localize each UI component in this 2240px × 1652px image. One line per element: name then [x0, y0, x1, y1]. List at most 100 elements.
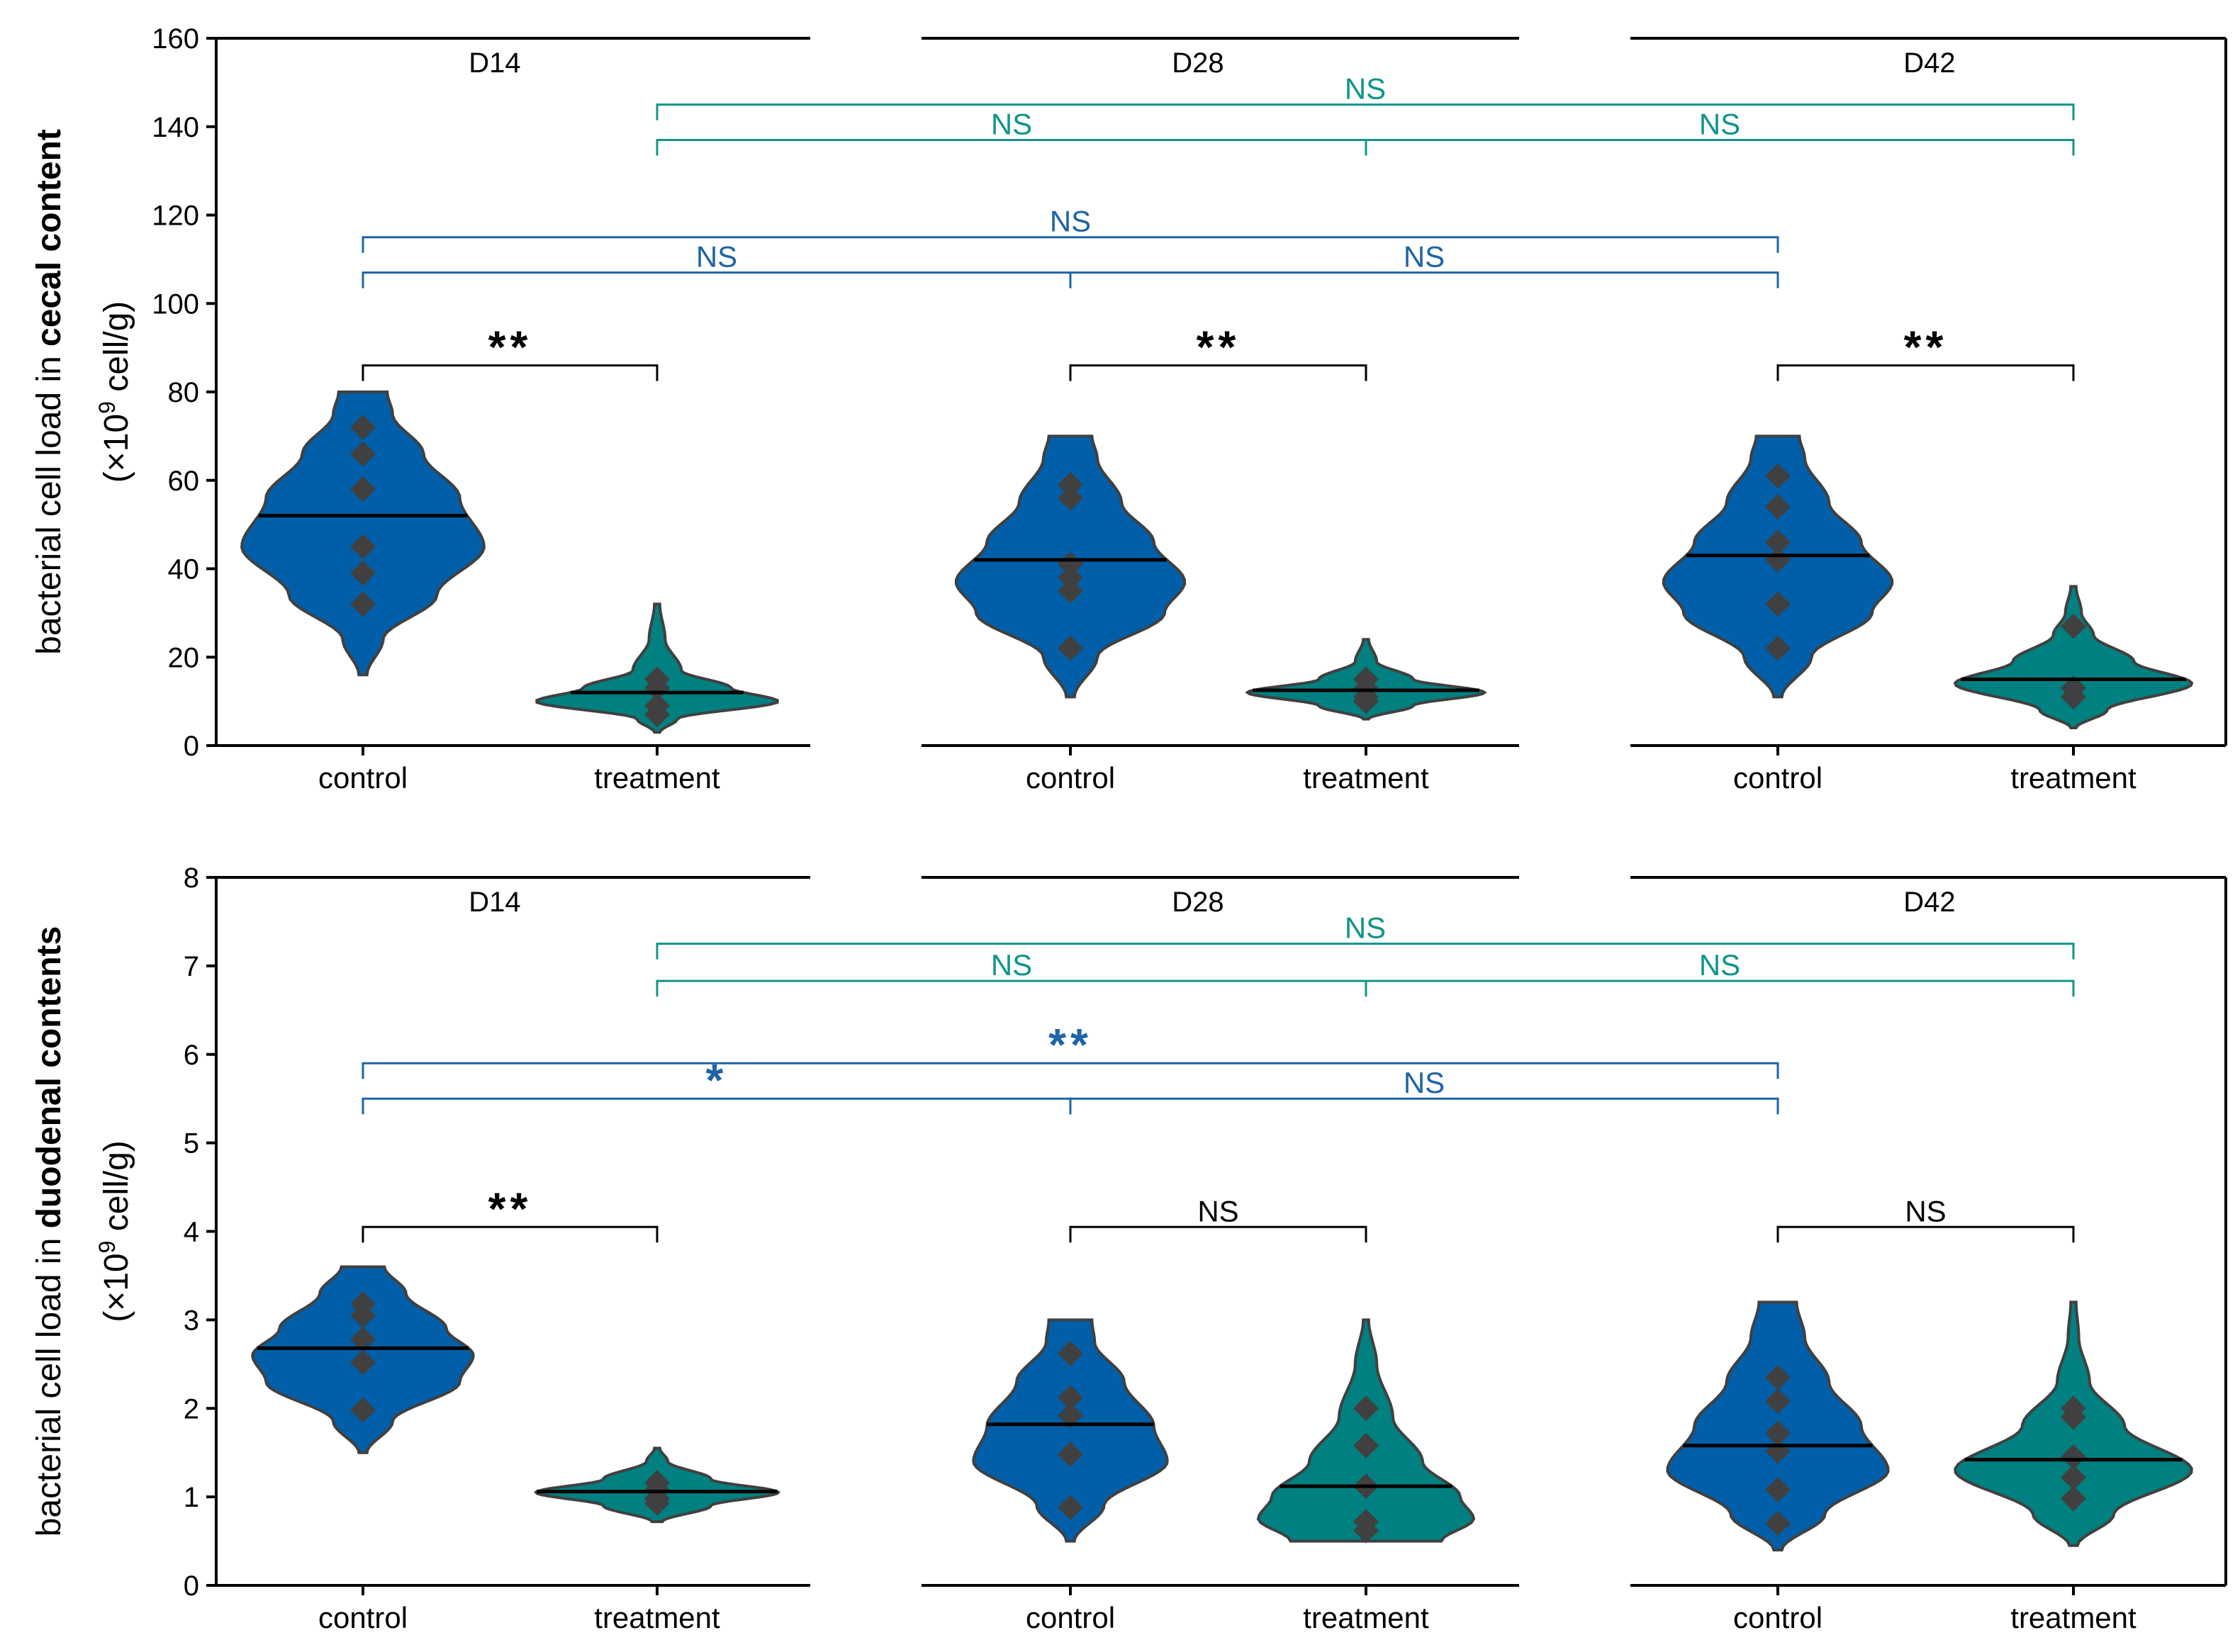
- comparison-bracket: [1365, 979, 2075, 997]
- significance-label: NS: [991, 107, 1032, 140]
- data-point: [644, 675, 670, 701]
- y-unit-open: (×10: [98, 1253, 135, 1322]
- significance-label: **: [1904, 322, 1948, 373]
- significance-label: **: [1197, 322, 1241, 373]
- x-tick-label: treatment: [594, 1601, 720, 1634]
- data-point: [2061, 613, 2086, 639]
- data-point: [1058, 1495, 1083, 1521]
- data-point: [1058, 1403, 1083, 1429]
- data-point: [2061, 1444, 2086, 1470]
- violin-d42-treatment: [1953, 585, 2194, 729]
- day-label-d28: D28: [1172, 887, 1223, 918]
- cecal-content-panel: 0 20 40 60 80 100 120 140 160 bacterial cell load…: [30, 23, 2227, 794]
- violin-d28-control: [972, 1318, 1169, 1543]
- violin-d14-control: [240, 390, 486, 677]
- data-point: [1765, 591, 1791, 617]
- y-axis-unit: (×109 cell/g): [94, 301, 135, 483]
- significance-label: NS: [1345, 911, 1386, 945]
- x-tick-label: control: [318, 1601, 408, 1634]
- day-label-d14: D14: [469, 47, 520, 79]
- y-axis-label-prefix: bacterial cell load in: [30, 1228, 68, 1536]
- data-point: [1765, 1364, 1791, 1390]
- data-point: [1765, 1477, 1791, 1503]
- comparison-bracket: [362, 1225, 659, 1243]
- data-point: [2061, 1404, 2086, 1430]
- data-point: [1765, 494, 1791, 520]
- significance-label: NS: [1404, 240, 1445, 274]
- y-axis-label-bold: cecal content: [30, 129, 68, 347]
- comparison-bracket: [362, 236, 1779, 253]
- day-label-d42: D42: [1903, 887, 1955, 918]
- comparison-bracket: [1069, 364, 1367, 381]
- significance-label: *: [706, 1055, 728, 1106]
- y-tick-label: 120: [152, 201, 199, 232]
- comparison-bracket: [1069, 1097, 1779, 1115]
- data-point: [1058, 1385, 1083, 1411]
- x-tick-label: control: [1026, 1601, 1115, 1634]
- significance-label: NS: [1197, 1194, 1238, 1227]
- y-tick-label: 20: [168, 642, 200, 673]
- x-tick-label: control: [318, 761, 408, 794]
- data-point: [1765, 1510, 1791, 1536]
- y-tick-label: 60: [168, 466, 200, 497]
- x-tick-label: treatment: [2010, 761, 2137, 794]
- significance-label: NS: [1345, 72, 1386, 106]
- significance-label: NS: [1699, 107, 1740, 140]
- data-point: [1058, 578, 1083, 604]
- day-label-d42: D42: [1903, 47, 1955, 79]
- y-tick-label: 4: [184, 1217, 199, 1248]
- data-point: [1353, 1395, 1379, 1422]
- x-tick-label: treatment: [1303, 761, 1429, 794]
- comparison-bracket: [362, 1062, 1779, 1079]
- significance-label: NS: [991, 948, 1032, 982]
- data-point: [350, 414, 376, 440]
- significance-label: NS: [1404, 1066, 1445, 1099]
- violin-d28-treatment: [1256, 1318, 1476, 1543]
- comparison-bracket: [1776, 364, 2075, 381]
- data-point: [2061, 1464, 2086, 1490]
- y-tick-label: 140: [152, 112, 199, 143]
- data-point: [1765, 1388, 1791, 1415]
- significance-label: NS: [1699, 948, 1740, 982]
- data-point: [350, 1303, 376, 1329]
- y-axis-label: bacterial cell load in cecal content: [30, 129, 68, 655]
- significance-label: NS: [1050, 205, 1091, 238]
- significance-label: **: [1048, 1019, 1092, 1070]
- x-tick-label: treatment: [594, 761, 720, 794]
- y-tick-label: 80: [168, 377, 200, 408]
- data-point: [1353, 1517, 1379, 1544]
- comparison-bracket: [656, 943, 2075, 960]
- data-point: [1353, 1432, 1379, 1459]
- data-point: [1765, 463, 1791, 489]
- data-point: [350, 560, 376, 586]
- significance-label: NS: [696, 240, 737, 274]
- data-point: [350, 1326, 376, 1352]
- comparison-bracket: [656, 103, 2075, 120]
- y-tick-label: 8: [184, 862, 199, 894]
- data-point: [1058, 635, 1083, 661]
- data-point: [1765, 635, 1791, 661]
- y-tick-label: 0: [184, 1570, 199, 1602]
- comparison-bracket: [656, 979, 1367, 997]
- y-tick-label: 5: [184, 1128, 199, 1159]
- y-tick-label: 3: [184, 1305, 199, 1336]
- significance-label: NS: [1905, 1194, 1946, 1227]
- y-unit-close: cell/g): [98, 1140, 135, 1240]
- comparison-bracket: [656, 138, 1367, 156]
- y-axis-label: bacterial cell load in duodenal contents: [30, 926, 68, 1537]
- y-tick-label: 160: [152, 23, 199, 55]
- y-unit-exponent: 9: [94, 1241, 120, 1254]
- data-point: [350, 534, 376, 560]
- data-point: [644, 1490, 670, 1516]
- duodenal-contents-panel: 0 1 2 3 4 5 6 7 8 bacterial cell load in duodenal…: [30, 862, 2227, 1634]
- data-point: [1765, 1420, 1791, 1446]
- data-point: [350, 476, 376, 502]
- data-point: [1765, 529, 1791, 556]
- comparison-bracket: [362, 271, 1072, 288]
- comparison-bracket: [1069, 1225, 1367, 1243]
- x-tick-label: control: [1733, 761, 1822, 794]
- data-point: [1765, 547, 1791, 573]
- x-tick-label: treatment: [1303, 1601, 1429, 1634]
- data-point: [2061, 684, 2086, 710]
